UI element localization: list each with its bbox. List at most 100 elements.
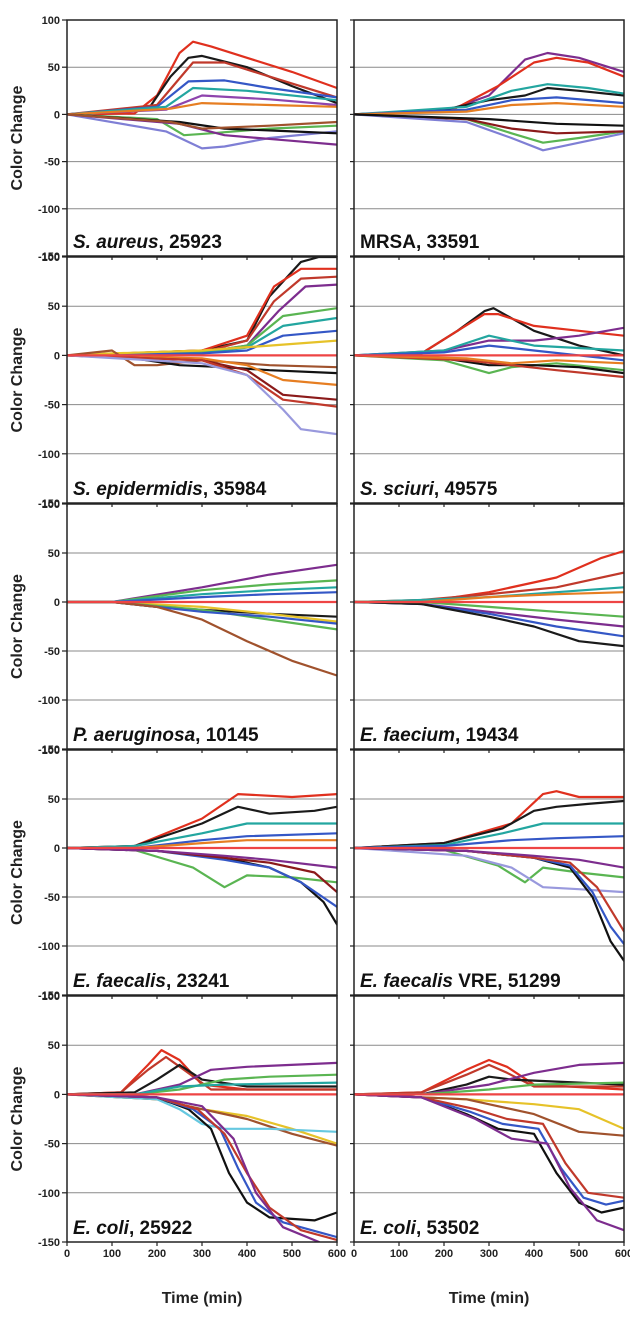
series-line: [67, 579, 337, 604]
panel-label-organism: E. faecalis: [360, 971, 453, 992]
panel-frame: [353, 503, 625, 750]
y-axis-label-row-1: Color Change: [9, 85, 26, 190]
y-axis-label-row-5: Color Change: [9, 1066, 26, 1171]
panel-label: P. aeruginosa, 10145: [73, 725, 259, 746]
panel-label-strain: VRE, 51299: [453, 971, 561, 992]
y-tick-label: -100: [38, 941, 60, 953]
panel-8: E. faecalis VRE, 51299: [350, 749, 625, 999]
panel-label: E. faecalis VRE, 51299: [360, 971, 561, 992]
y-tick-label: 0: [54, 350, 60, 362]
series-line: [67, 102, 337, 116]
y-tick-label: 0: [54, 843, 60, 855]
y-tick-label: 100: [42, 499, 60, 511]
panel-label: MRSA, 33591: [360, 232, 480, 253]
series-line: [354, 846, 624, 869]
panel-label-strain: , 53502: [416, 1218, 479, 1239]
panel-label-strain: , 25922: [129, 1218, 192, 1239]
series-line: [67, 846, 337, 926]
panel-label: S. sciuri, 49575: [360, 479, 498, 500]
panel-label-organism: S. sciuri: [360, 479, 435, 500]
panel-4: S. sciuri, 49575: [350, 256, 625, 507]
series-group: [67, 793, 337, 926]
y-axis-label-row-2: Color Change: [9, 327, 26, 432]
y-tick-label: -100: [38, 1188, 60, 1200]
series-group: [354, 790, 624, 962]
y-tick-label: 100: [42, 745, 60, 757]
panel-label-strain: , 49575: [434, 479, 498, 500]
y-tick-label: 50: [48, 1040, 60, 1052]
series-line: [354, 835, 624, 850]
y-tick-label: -150: [38, 1237, 60, 1249]
series-line: [354, 113, 624, 152]
y-tick-label: -50: [44, 157, 60, 169]
panel-label-organism: S. epidermidis: [73, 479, 203, 500]
panel-label-strain: MRSA, 33591: [360, 232, 480, 253]
series-line: [354, 96, 624, 116]
y-axis-label-row-4: Color Change: [9, 820, 26, 925]
panel-frame: [66, 503, 338, 750]
panel-10: 0 100 200 300 400 500 600 E. coli, 53502: [350, 995, 630, 1260]
series-group: [67, 257, 337, 436]
series-line: [67, 307, 337, 357]
y-tick-label: 50: [48, 301, 60, 313]
series-line: [67, 1093, 337, 1133]
x-tick-label: 200: [148, 1248, 166, 1260]
x-tick-label: 0: [351, 1248, 357, 1260]
panel-label: E. faecalis, 23241: [73, 971, 230, 992]
series-line: [354, 83, 624, 116]
series-line: [67, 1063, 337, 1096]
x-tick-label: 500: [283, 1248, 301, 1260]
series-group: [354, 51, 624, 152]
y-tick-label: 100: [42, 15, 60, 27]
series-line: [67, 113, 337, 137]
x-axis-label-right: Time (min): [449, 1290, 530, 1307]
series-line: [354, 113, 624, 127]
panel-5: -150 -100 -50 0 50 100 P. aeruginosa, 10145: [38, 499, 338, 756]
series-line: [354, 600, 624, 648]
series-line: [354, 354, 624, 379]
y-tick-label: -150: [38, 744, 60, 756]
x-tick-label: 300: [193, 1248, 211, 1260]
y-tick-label: -100: [38, 449, 60, 461]
series-line: [67, 339, 337, 357]
series-line: [67, 805, 337, 850]
panels-layer: -150 -100 -50 0 50 100 S. aureus, 25923 MRSA, 3…: [38, 15, 630, 1260]
y-tick-label: -50: [44, 646, 60, 658]
series-line: [67, 61, 337, 116]
x-tick-label: 100: [390, 1248, 408, 1260]
panel-1: -150 -100 -50 0 50 100 S. aureus, 25923: [38, 15, 338, 263]
y-tick-label: 100: [42, 252, 60, 264]
series-line: [67, 1049, 337, 1096]
series-line: [354, 1093, 624, 1206]
series-line: [354, 344, 624, 362]
series-line: [67, 354, 337, 401]
series-line: [67, 329, 337, 357]
series-line: [354, 102, 624, 116]
series-group: [67, 1049, 337, 1242]
series-line: [67, 600, 337, 677]
panel-label-strain: , 19434: [455, 725, 519, 746]
panel-frame: [353, 256, 625, 504]
y-tick-label: -150: [38, 251, 60, 263]
series-group: [67, 563, 337, 677]
panel-9: -150 -100 -50 0 50 100 0 100 200 300 400 500 600 E. c…: [38, 991, 346, 1260]
x-axis-label-left: Time (min): [162, 1290, 243, 1307]
series-line: [354, 1093, 624, 1137]
series-line: [67, 1093, 321, 1242]
panel-label-organism: S. aureus: [73, 232, 159, 253]
series-line: [67, 113, 337, 150]
y-tick-label: 0: [54, 109, 60, 121]
panel-label-organism: E. faecalis: [73, 971, 166, 992]
x-tick-label: 200: [435, 1248, 453, 1260]
panel-label-strain: , 25923: [159, 232, 222, 253]
series-line: [354, 822, 624, 850]
y-tick-label: -100: [38, 204, 60, 216]
y-tick-label: -50: [44, 400, 60, 412]
series-line: [67, 86, 337, 116]
panel-label: E. faecium, 19434: [360, 725, 519, 746]
panel-7: -150 -100 -50 0 50 100 E. faecalis, 23241: [38, 745, 338, 1002]
panel-label-strain: , 10145: [195, 725, 259, 746]
panel-3: -150 -100 -50 0 50 100 S. epidermidis, 35984: [38, 252, 338, 510]
series-line: [67, 113, 337, 130]
